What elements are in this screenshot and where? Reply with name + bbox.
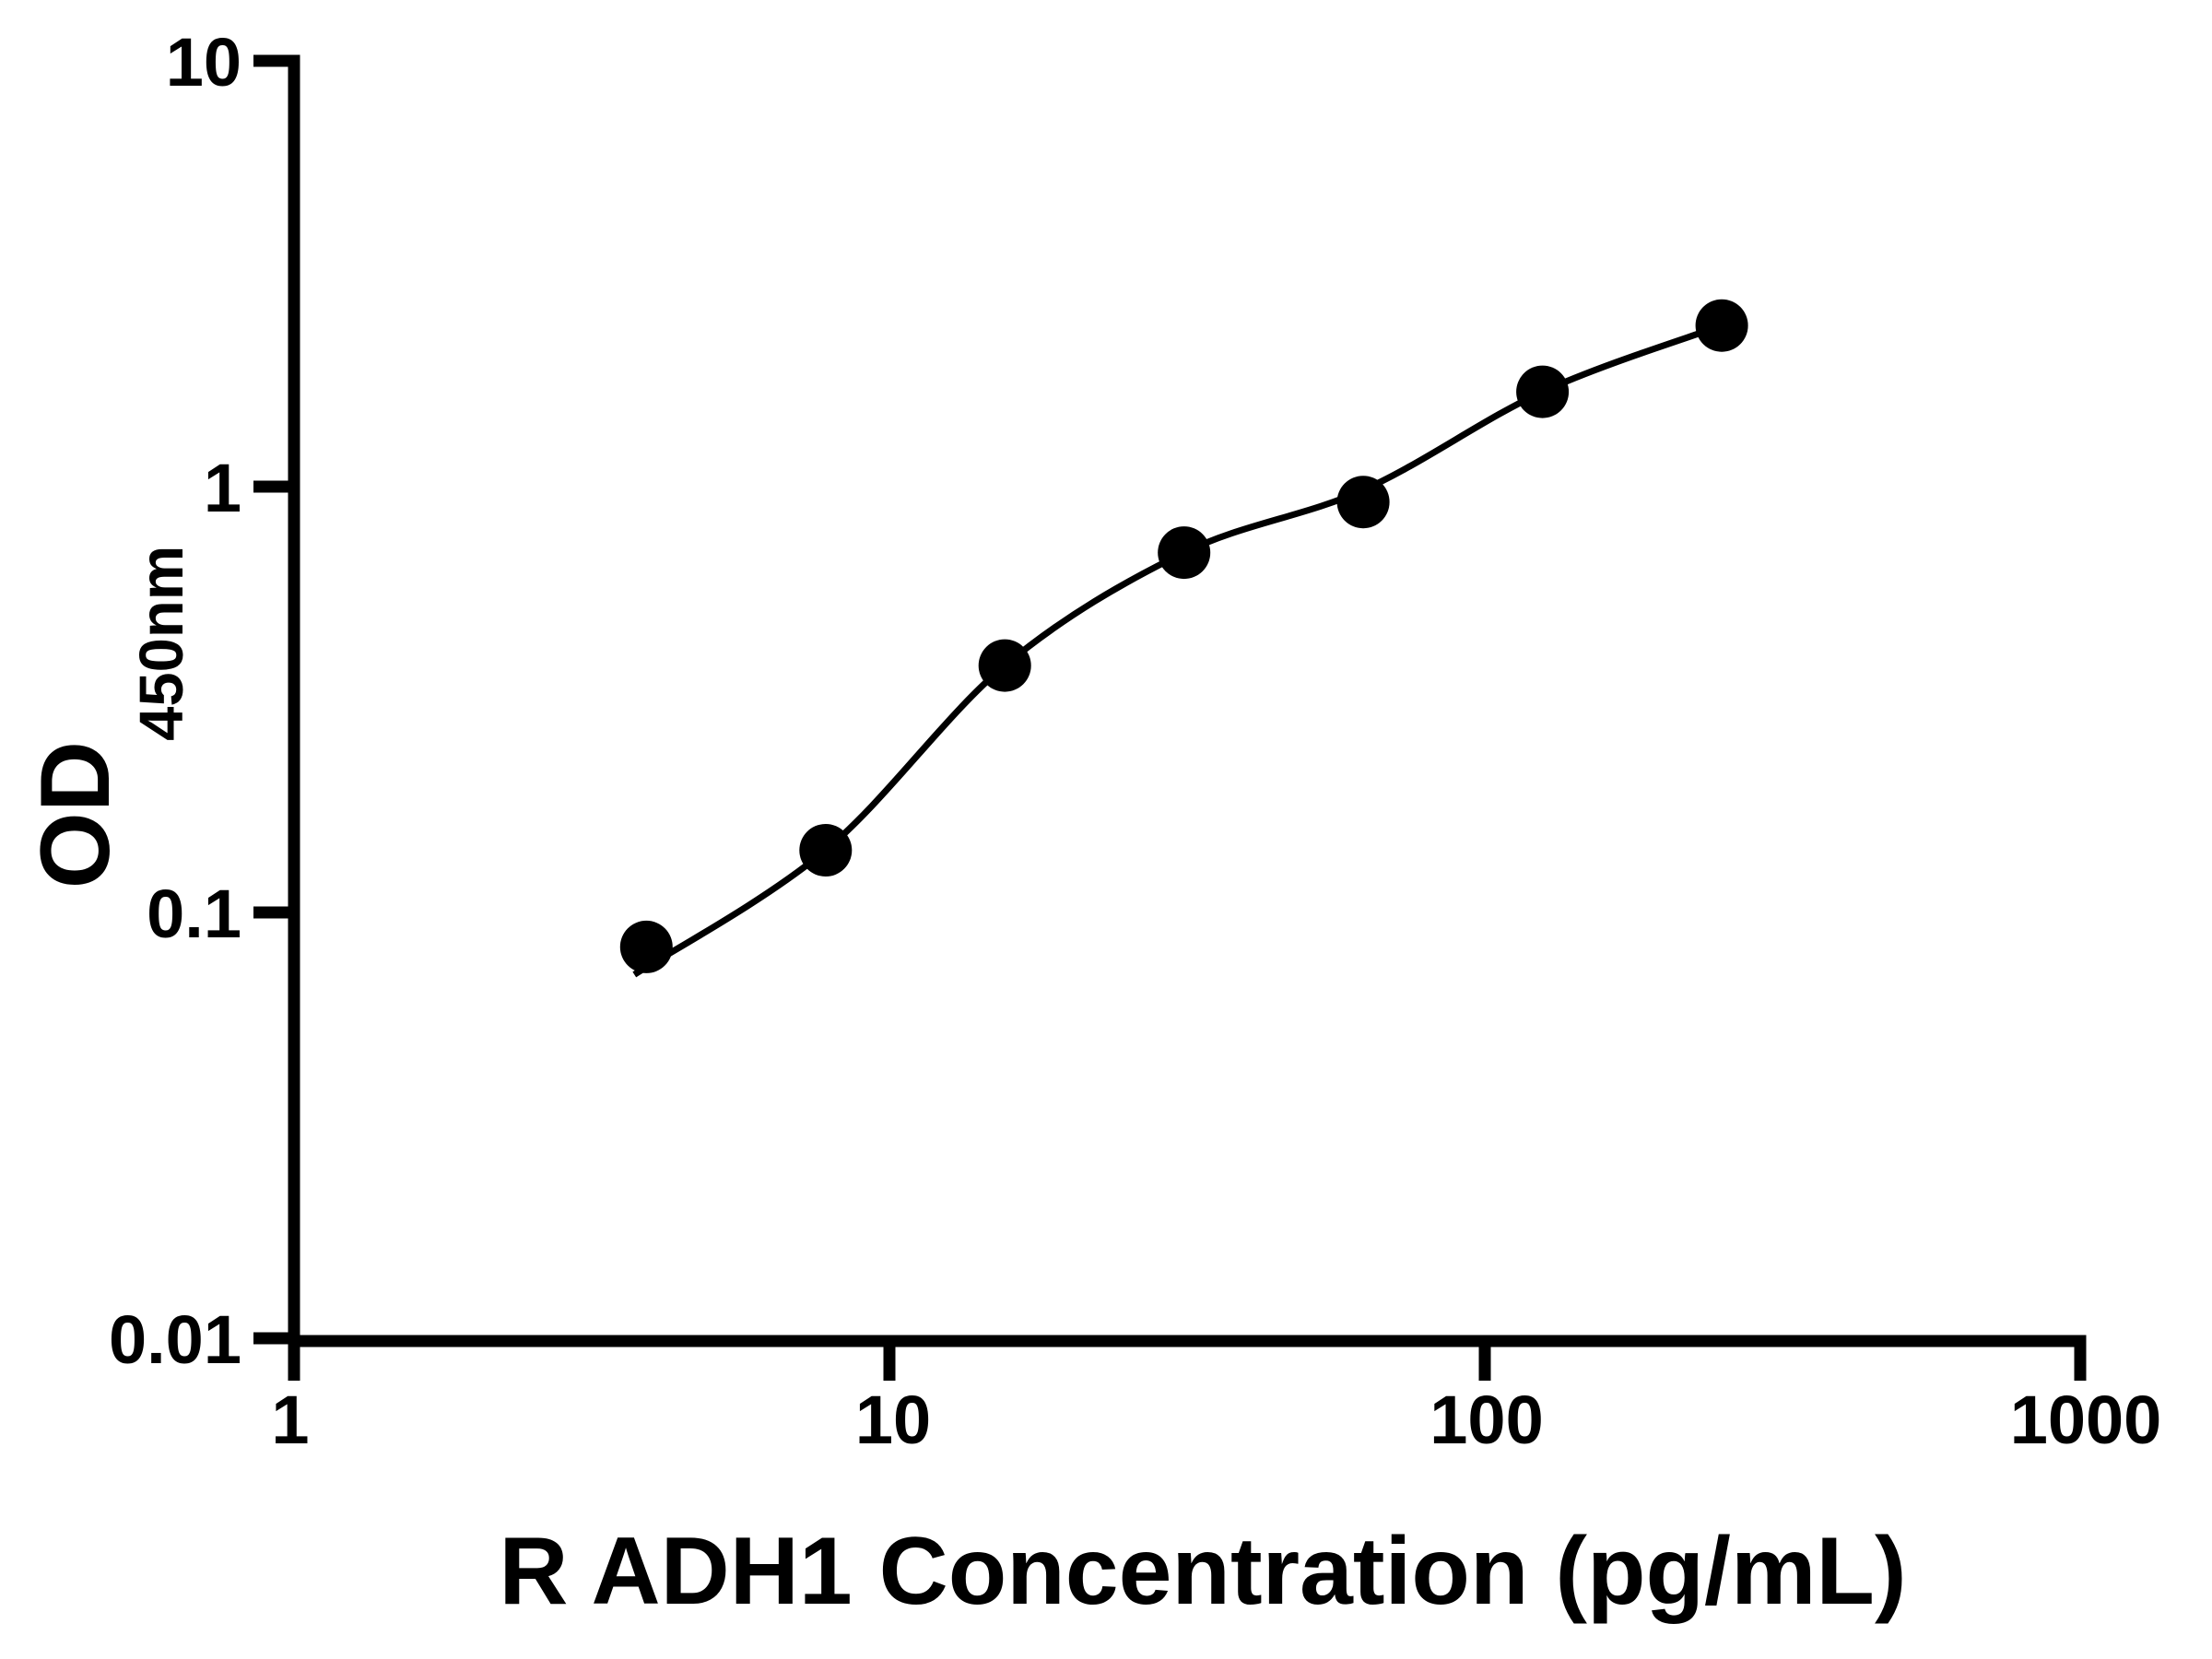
y-axis-title-main: OD — [19, 741, 130, 889]
y-tick-label: 10 — [166, 24, 241, 100]
x-tick-label: 1 — [271, 1382, 309, 1458]
data-point — [1336, 476, 1390, 529]
x-tick-label: 1000 — [2010, 1382, 2162, 1458]
x-axis-title: R ADH1 Concentration (pg/mL) — [499, 1518, 1906, 1625]
y-axis-tick-labels: 10 1 0.1 0.01 — [109, 24, 241, 1378]
data-point — [978, 639, 1031, 692]
x-axis-tick-labels: 1 10 100 1000 — [271, 1382, 2161, 1458]
y-axis-title: OD450nm — [19, 546, 196, 889]
x-tick-label: 10 — [855, 1382, 931, 1458]
data-point — [619, 920, 673, 973]
y-tick-label: 1 — [204, 450, 241, 526]
fit-curve-line — [632, 322, 1724, 978]
x-axis-ticks — [883, 1341, 2087, 1381]
y-axis-ticks — [253, 54, 294, 1345]
y-tick-label: 0.01 — [109, 1301, 241, 1378]
data-points — [619, 299, 1748, 973]
data-point — [1158, 526, 1211, 580]
data-point — [799, 824, 853, 877]
x-tick-label: 100 — [1430, 1382, 1543, 1458]
y-tick-label: 0.1 — [147, 876, 241, 952]
y-axis-title-subscript: 450nm — [127, 546, 196, 741]
data-point — [1516, 365, 1570, 418]
data-point — [1695, 299, 1748, 352]
